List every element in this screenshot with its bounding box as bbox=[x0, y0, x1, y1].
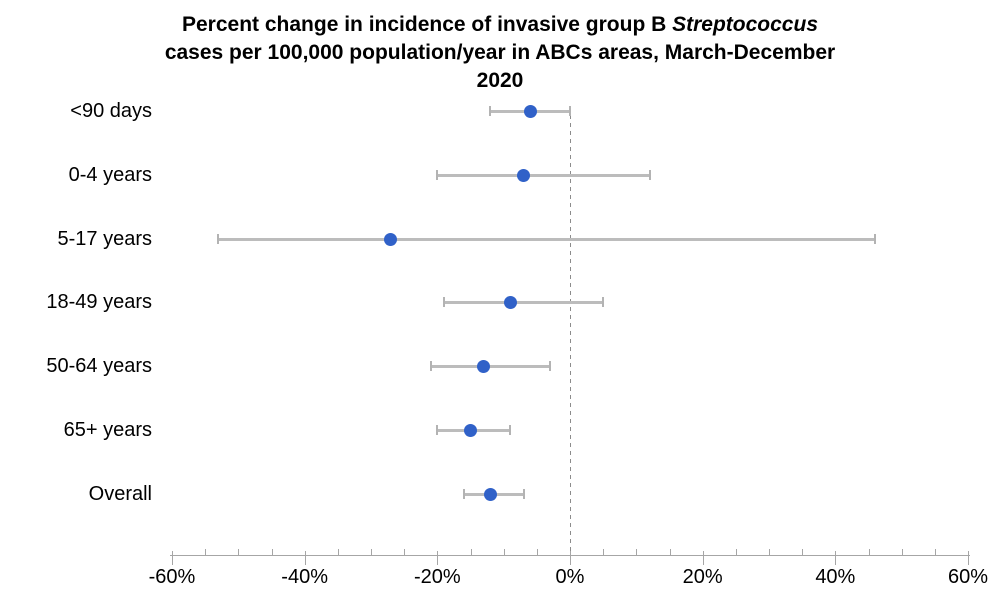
category-label: 18-49 years bbox=[46, 291, 152, 313]
x-axis-tick-label: -40% bbox=[281, 566, 328, 588]
data-point-marker bbox=[477, 359, 491, 373]
ci-cap-right bbox=[522, 489, 525, 499]
x-axis-major-tick bbox=[437, 551, 439, 565]
ci-cap-left bbox=[429, 361, 432, 371]
x-axis-tick-label: 20% bbox=[682, 566, 723, 588]
category-label: 65+ years bbox=[63, 419, 152, 441]
category-label: 5-17 years bbox=[57, 228, 153, 250]
x-axis-major-tick bbox=[702, 551, 704, 565]
x-axis-major-tick bbox=[172, 551, 173, 565]
ci-cap-left bbox=[442, 297, 445, 307]
x-axis-minor-tick bbox=[503, 549, 505, 555]
ci-cap-right bbox=[602, 297, 605, 307]
confidence-interval-bar bbox=[437, 174, 650, 177]
x-axis-minor-tick bbox=[271, 549, 273, 555]
ci-cap-right bbox=[549, 361, 552, 371]
x-axis-tick-label: 0% bbox=[555, 566, 585, 588]
chart-title-line1-text: Percent change in incidence of invasive … bbox=[181, 13, 673, 36]
x-axis-minor-tick bbox=[603, 549, 605, 555]
confidence-interval-bar bbox=[218, 238, 876, 241]
category-label: 50-64 years bbox=[46, 355, 152, 377]
x-axis-minor-tick bbox=[901, 549, 903, 555]
ci-cap-right bbox=[509, 425, 512, 435]
zero-reference-line bbox=[569, 107, 571, 553]
chart-title: Percent change in incidence of invasive … bbox=[0, 11, 1000, 95]
x-axis-major-tick bbox=[968, 551, 969, 565]
x-axis-minor-tick bbox=[669, 549, 671, 555]
ci-cap-left bbox=[489, 106, 492, 116]
category-label: <90 days bbox=[70, 100, 152, 122]
category-label: Overall bbox=[88, 483, 152, 505]
x-axis-minor-tick bbox=[371, 549, 372, 555]
x-axis-tick-label: 40% bbox=[815, 566, 856, 588]
chart-title-italic-word: Streptococcus bbox=[672, 13, 818, 36]
x-axis-minor-tick bbox=[404, 549, 406, 555]
chart-title-line1: Percent change in incidence of invasive … bbox=[0, 11, 1000, 39]
x-axis-major-tick bbox=[304, 551, 306, 565]
ci-cap-right bbox=[874, 234, 877, 244]
data-point-marker bbox=[483, 487, 497, 501]
x-axis-minor-tick bbox=[769, 549, 770, 555]
x-axis-minor-tick bbox=[802, 549, 804, 555]
x-axis-minor-tick bbox=[205, 549, 207, 555]
category-label: 0-4 years bbox=[68, 164, 152, 186]
confidence-interval-bar bbox=[430, 365, 551, 368]
confidence-interval-bar bbox=[443, 301, 604, 304]
x-axis-minor-tick bbox=[934, 549, 936, 555]
ci-cap-right bbox=[648, 170, 651, 180]
chart-title-line3: 2020 bbox=[476, 69, 524, 92]
x-axis-minor-tick bbox=[238, 549, 240, 555]
data-point-marker bbox=[384, 232, 398, 246]
ci-cap-right bbox=[569, 106, 571, 116]
x-axis-minor-tick bbox=[337, 549, 339, 555]
x-axis-major-tick bbox=[835, 551, 837, 565]
x-axis-tick-label: -20% bbox=[413, 566, 461, 588]
ci-cap-left bbox=[436, 170, 439, 180]
x-axis-minor-tick bbox=[735, 549, 737, 555]
data-point-marker bbox=[503, 295, 517, 309]
data-point-marker bbox=[517, 168, 531, 182]
data-point-marker bbox=[523, 104, 537, 118]
x-axis-major-tick bbox=[570, 551, 571, 565]
chart-title-line2: cases per 100,000 population/year in ABC… bbox=[164, 41, 836, 64]
x-axis-tick-label: -60% bbox=[148, 566, 196, 588]
x-axis-minor-tick bbox=[868, 549, 870, 555]
x-axis-minor-tick bbox=[470, 549, 472, 555]
data-point-marker bbox=[464, 423, 477, 437]
x-axis-minor-tick bbox=[536, 549, 538, 555]
ci-cap-left bbox=[436, 425, 439, 435]
ci-cap-left bbox=[217, 234, 220, 244]
x-axis-minor-tick bbox=[636, 549, 638, 555]
ci-cap-left bbox=[462, 489, 465, 499]
x-axis-tick-label: 60% bbox=[947, 566, 989, 588]
